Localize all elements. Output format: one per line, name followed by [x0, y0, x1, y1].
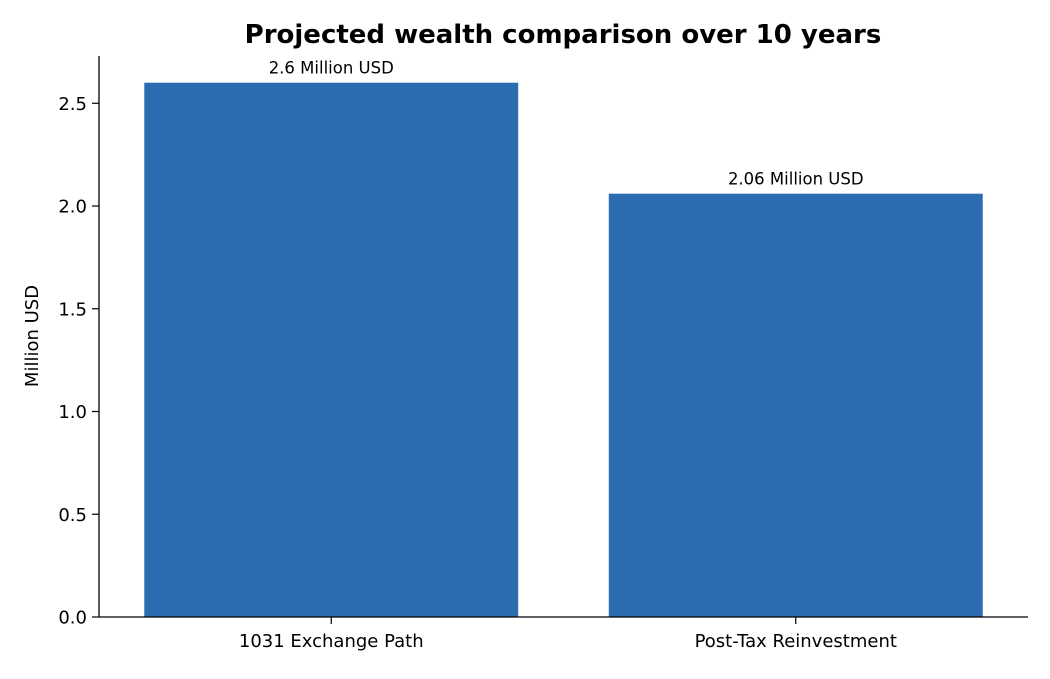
y-tick-label-3: 1.5	[58, 299, 87, 320]
bar-0	[144, 82, 519, 617]
chart-title: Projected wealth comparison over 10 year…	[245, 20, 882, 50]
x-axis: 1031 Exchange Path Post-Tax Reinvestment	[99, 616, 1028, 652]
data-label-0: 2.6 Million USD	[269, 59, 394, 78]
y-tick-label-5: 2.5	[58, 94, 87, 115]
bar-1	[608, 193, 983, 617]
y-tick-label-0: 0.0	[58, 608, 87, 629]
y-axis: 0.0 0.5 1.0 1.5 2.0 2.5	[58, 56, 100, 629]
bars-group	[144, 82, 983, 617]
x-tick-label-0: 1031 Exchange Path	[239, 631, 424, 652]
y-tick-label-2: 1.0	[58, 402, 87, 423]
y-axis-label: Million USD	[22, 285, 43, 387]
y-tick-label-1: 0.5	[58, 505, 87, 526]
data-label-1: 2.06 Million USD	[728, 170, 864, 189]
y-tick-label-4: 2.0	[58, 197, 87, 218]
x-tick-label-1: Post-Tax Reinvestment	[695, 631, 897, 652]
data-labels-group: 2.6 Million USD 2.06 Million USD	[269, 59, 864, 189]
